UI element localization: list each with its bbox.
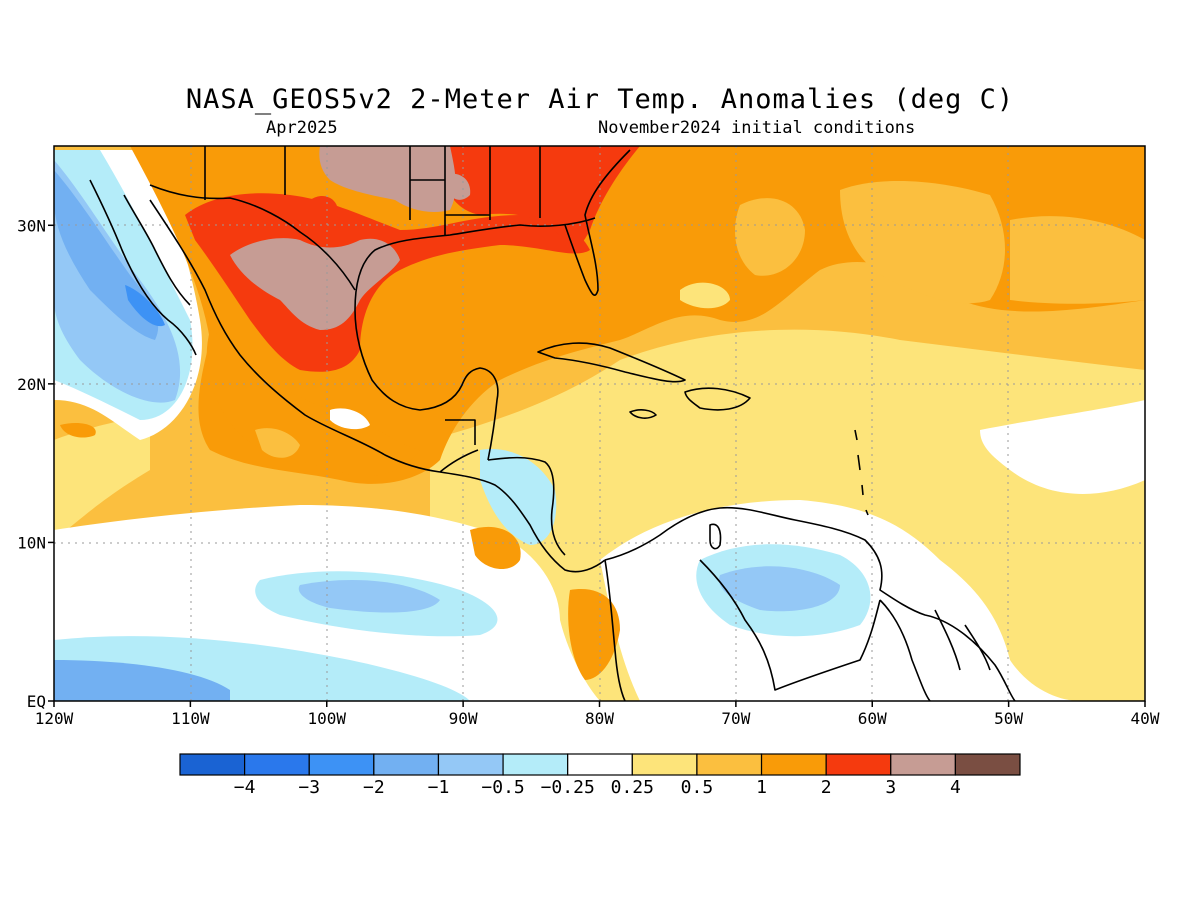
lon-tick-label: 100W [307,709,346,728]
colorbar-swatch [567,753,633,776]
lat-tick-label: 20N [17,375,46,394]
colorbar-label: 2 [821,777,832,798]
colorbar-swatch [760,753,827,776]
colorbar-label: −4 [234,777,256,798]
initial-conditions: November2024 initial conditions [598,118,916,138]
colorbar-label: −1 [428,777,450,798]
colorbar-label: 4 [950,777,961,798]
latitude-axis: 30N 20N 10N EQ [17,216,54,711]
colorbar-swatch [179,753,246,776]
colorbar-swatch [890,753,956,776]
forecast-month: Apr2025 [266,118,338,138]
colorbar-label: 3 [885,777,896,798]
lon-tick-label: 90W [449,709,478,728]
colorbar-label: 0.25 [611,777,654,798]
colorbar-swatch [373,753,440,776]
colorbar-label: 0.5 [681,777,714,798]
lat-tick-label: 30N [17,216,46,235]
anomaly-field [54,146,1145,701]
colorbar-swatch [696,753,763,776]
colorbar-swatch [631,753,698,776]
colorbar-swatch [244,753,310,776]
lon-tick-label: 110W [171,709,210,728]
lat-tick-label: EQ [27,692,46,711]
colorbar-swatch [437,753,504,776]
colorbar-label: 1 [756,777,767,798]
map-title: NASA_GEOS5v2 2-Meter Air Temp. Anomalies… [185,84,1015,115]
longitude-axis: 120W 110W 100W 90W 80W 70W 60W 50W 40W [35,701,1160,728]
colorbar-label: −2 [363,777,385,798]
colorbar-label: −0.5 [481,777,524,798]
colorbar-swatch [825,753,892,776]
lon-tick-label: 80W [585,709,614,728]
lon-tick-label: 50W [994,709,1023,728]
coastlines [89,146,1016,701]
colorbar: −4 −3 −2 −1 −0.5 −0.25 0.25 0.5 1 2 3 4 [179,753,1021,798]
colorbar-label: −3 [298,777,320,798]
colorbar-swatch [954,753,1021,776]
colorbar-swatch [308,753,375,776]
lon-tick-label: 40W [1131,709,1160,728]
colorbar-swatch [502,753,569,776]
graticule [54,146,1145,701]
lat-tick-label: 10N [17,533,46,552]
lon-tick-label: 60W [858,709,887,728]
lon-tick-label: 70W [721,709,750,728]
lon-tick-label: 120W [35,709,74,728]
colorbar-label: −0.25 [541,777,595,798]
